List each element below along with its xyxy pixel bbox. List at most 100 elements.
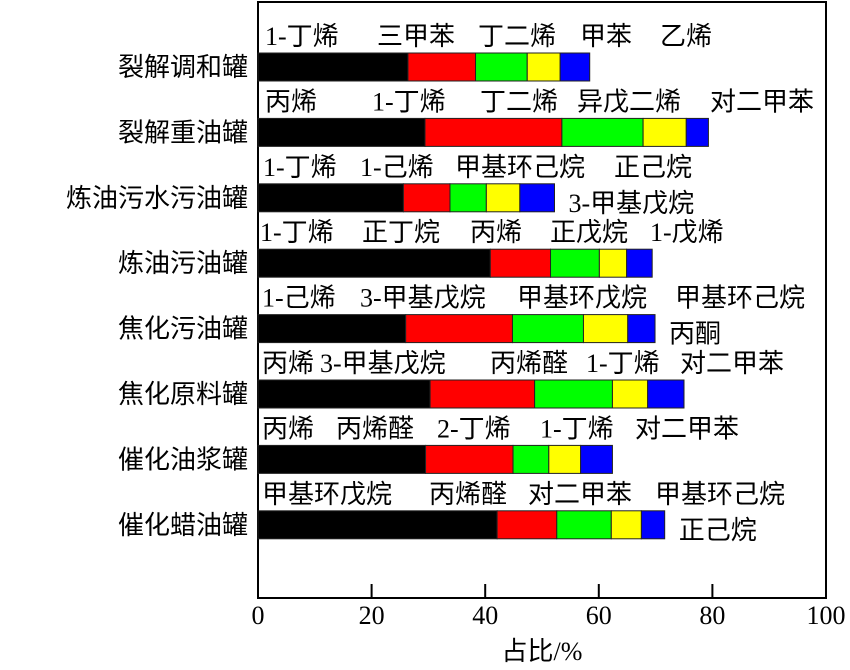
segment-label: 1-丁烯: [265, 22, 339, 51]
bar-segment: [449, 183, 487, 213]
bar-segment: [512, 444, 550, 474]
bar-segment: [647, 379, 685, 409]
bar-segment: [485, 183, 521, 213]
bar-segment: [257, 444, 427, 474]
bar-segment: [582, 314, 629, 344]
bar-segment: [496, 510, 558, 540]
segment-label: 丙烯醛: [336, 414, 414, 443]
bar-segment: [429, 379, 536, 409]
x-tick-label: 0: [252, 601, 265, 630]
bar-segment: [627, 314, 656, 344]
segment-label: 1-丁烯: [263, 153, 337, 182]
segment-label: 3-甲基戊烷: [360, 284, 486, 313]
segment-label: 对二甲苯: [680, 349, 784, 378]
bar-segment: [598, 248, 628, 278]
bar-segment: [475, 52, 528, 82]
bar-segment: [526, 52, 561, 82]
segment-label: 正己烷: [679, 516, 757, 545]
bar-segment: [489, 248, 552, 278]
bar-segment: [257, 117, 426, 147]
bar-segment: [611, 379, 649, 409]
category-label: 裂解调和罐: [118, 53, 248, 82]
segment-label: 1-己烯: [360, 153, 434, 182]
bar-segment: [257, 314, 407, 344]
segment-label: 3-甲基戊烷: [568, 189, 694, 218]
x-tick-label: 80: [699, 601, 725, 630]
segment-label: 正丁烷: [362, 218, 440, 247]
segment-label: 对二甲苯: [710, 87, 814, 116]
x-tick-label: 40: [472, 601, 498, 630]
bar-segment: [257, 52, 409, 82]
segment-label: 正戊烷: [550, 218, 628, 247]
x-axis-label: 占比/%: [502, 637, 583, 666]
bar-segment: [561, 117, 644, 147]
segment-label: 1-丁烯: [260, 218, 334, 247]
bar-segment: [425, 444, 514, 474]
bar-segment: [257, 379, 431, 409]
segment-label: 1-戊烯: [650, 218, 724, 247]
bar-segment: [405, 314, 513, 344]
x-tick-label: 100: [807, 601, 846, 630]
bar-segment: [685, 117, 709, 147]
bar-group: 炼油污油罐 1-丁烯 正丁烷 丙烯 正戊烷 1-戊烯: [118, 218, 724, 278]
segment-label: 丙烯醛: [490, 349, 568, 378]
segment-label: 甲基环戊烷: [262, 480, 392, 509]
bar-segment: [548, 444, 582, 474]
x-tick-label: 20: [359, 601, 385, 630]
segment-label: 对二甲苯: [528, 480, 632, 509]
bar-segment: [550, 248, 600, 278]
segment-label: 甲基环己烷: [455, 153, 585, 182]
bar-segment: [626, 248, 653, 278]
segment-label: 甲基环戊烷: [517, 284, 647, 313]
category-label: 催化油浆罐: [118, 445, 248, 474]
category-label: 焦化污油罐: [118, 315, 248, 344]
bar-group: 裂解调和罐 1-丁烯 三甲苯 丁二烯 甲苯 乙烯: [118, 22, 712, 82]
segment-label: 丙烯醛: [429, 480, 507, 509]
segment-label: 丁二烯: [478, 22, 556, 51]
category-label: 焦化原料罐: [118, 380, 248, 409]
bar-segment: [424, 117, 563, 147]
plot-frame: [257, 1, 827, 599]
segment-label: 丙烯: [262, 349, 314, 378]
segment-label: 对二甲苯: [635, 414, 739, 443]
x-tick-label: 60: [586, 601, 612, 630]
segment-label: 异戊二烯: [577, 87, 681, 116]
segment-label: 3-甲基戊烷: [320, 349, 446, 378]
bar-segment: [642, 117, 687, 147]
segment-label: 1-丁烯: [586, 349, 660, 378]
segment-label: 丙烯: [265, 87, 317, 116]
segment-label: 2-丁烯: [437, 414, 511, 443]
segment-label: 甲基环己烷: [655, 480, 785, 509]
category-label: 炼油污油罐: [118, 249, 248, 278]
segment-label: 甲基环己烷: [675, 284, 805, 313]
segment-label: 丙烯: [262, 414, 314, 443]
bar-segment: [556, 510, 612, 540]
category-label: 催化蜡油罐: [118, 511, 248, 540]
segment-label: 正己烷: [614, 153, 692, 182]
bar-segment: [402, 183, 451, 213]
segment-label: 甲苯: [580, 22, 632, 51]
category-label: 裂解重油罐: [118, 118, 248, 147]
x-axis: 0 20 40 60 80 100: [252, 584, 846, 630]
segment-label: 三甲苯: [377, 22, 455, 51]
bar-segment: [610, 510, 642, 540]
bar-segment: [407, 52, 477, 82]
bar-segment: [257, 183, 404, 213]
segment-label: 乙烯: [660, 22, 712, 51]
segment-label: 1-己烯: [262, 284, 336, 313]
segment-label: 丙烯: [470, 218, 522, 247]
segment-label: 丙酮: [669, 320, 721, 349]
bar-segment: [534, 379, 613, 409]
segment-label: 丁二烯: [480, 87, 558, 116]
bar-segment: [580, 444, 613, 474]
bar-segment: [640, 510, 666, 540]
category-label: 炼油污水污油罐: [66, 184, 248, 213]
bar-segment: [511, 314, 584, 344]
